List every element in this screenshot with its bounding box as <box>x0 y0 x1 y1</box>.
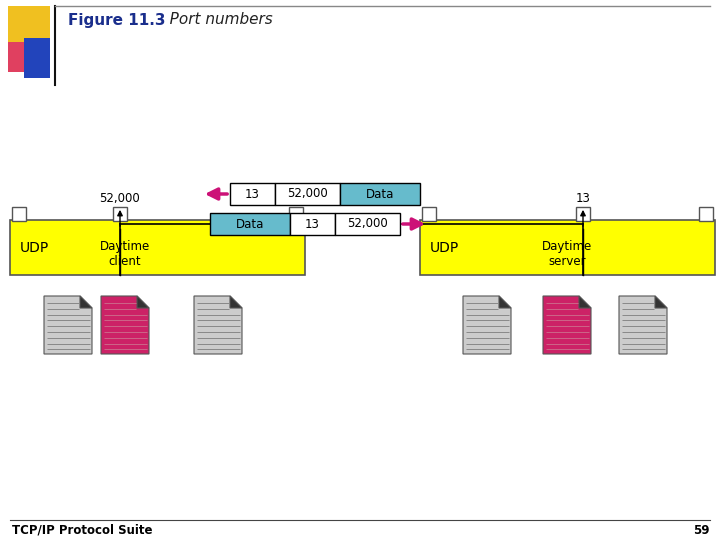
Text: 13: 13 <box>245 187 260 200</box>
Text: UDP: UDP <box>430 240 459 254</box>
Polygon shape <box>101 296 149 354</box>
Text: 13: 13 <box>305 218 320 231</box>
Bar <box>335 213 400 235</box>
Polygon shape <box>44 296 92 354</box>
Text: Data: Data <box>236 218 264 231</box>
Text: 59: 59 <box>693 523 710 537</box>
Bar <box>230 183 275 205</box>
Polygon shape <box>80 296 92 308</box>
Text: 13: 13 <box>575 192 590 205</box>
Polygon shape <box>499 296 511 308</box>
Text: 52,000: 52,000 <box>347 218 388 231</box>
Bar <box>24 38 50 78</box>
Bar <box>420 220 715 275</box>
Bar <box>8 6 50 42</box>
Text: Daytime
client: Daytime client <box>100 240 150 268</box>
Text: Figure 11.3: Figure 11.3 <box>68 12 166 28</box>
Polygon shape <box>194 296 242 354</box>
Bar <box>289 207 303 221</box>
Polygon shape <box>137 296 149 308</box>
Bar <box>699 207 713 221</box>
Bar <box>290 213 335 235</box>
Text: TCP/IP Protocol Suite: TCP/IP Protocol Suite <box>12 523 153 537</box>
Bar <box>113 207 127 221</box>
Polygon shape <box>543 296 591 354</box>
Bar <box>12 207 26 221</box>
Polygon shape <box>230 296 242 308</box>
Text: Data: Data <box>366 187 394 200</box>
Bar <box>576 207 590 221</box>
Bar <box>10 220 305 275</box>
Text: 52,000: 52,000 <box>287 187 328 200</box>
Polygon shape <box>463 296 511 354</box>
Bar <box>340 183 420 205</box>
Text: UDP: UDP <box>20 240 49 254</box>
Text: 52,000: 52,000 <box>99 192 140 205</box>
Polygon shape <box>655 296 667 308</box>
Bar <box>275 183 340 205</box>
Text: Port numbers: Port numbers <box>155 12 273 28</box>
Bar <box>8 42 38 72</box>
Polygon shape <box>619 296 667 354</box>
Text: Daytime
server: Daytime server <box>542 240 592 268</box>
Polygon shape <box>579 296 591 308</box>
Bar <box>210 213 290 235</box>
Bar <box>422 207 436 221</box>
